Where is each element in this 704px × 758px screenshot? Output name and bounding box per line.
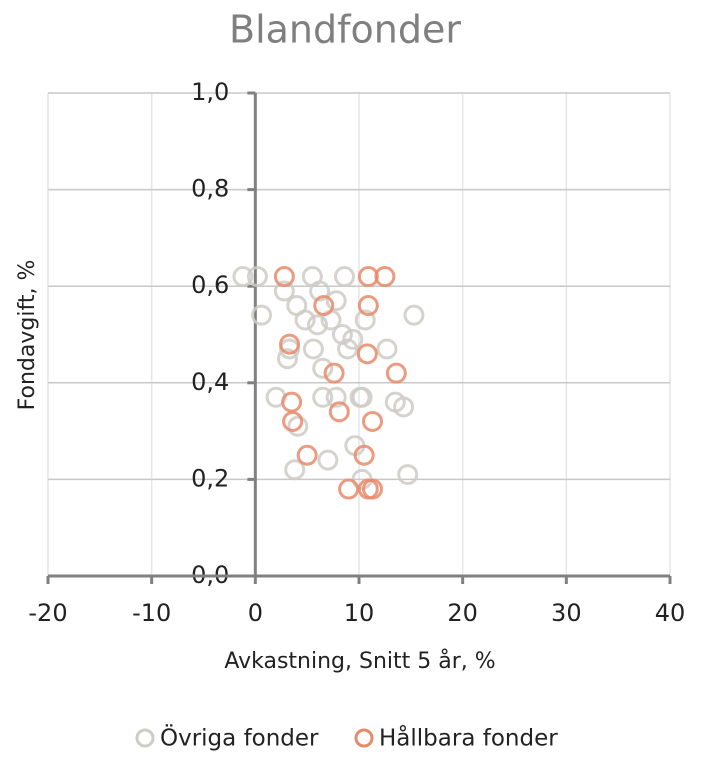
point	[296, 444, 318, 466]
y-tick-label: 0,2	[191, 464, 229, 492]
point	[349, 386, 371, 408]
point	[312, 386, 334, 408]
point	[282, 410, 304, 432]
y-tick-label: 0,8	[191, 175, 229, 203]
point	[357, 295, 379, 317]
x-tick-label: 40	[655, 599, 686, 627]
point	[307, 314, 329, 336]
point	[273, 280, 295, 302]
point	[325, 386, 347, 408]
x-tick-label: 20	[447, 599, 478, 627]
legend-label: Hållbara fonder	[379, 724, 558, 752]
x-tick-label: -10	[132, 599, 171, 627]
point	[385, 362, 407, 384]
point	[251, 304, 273, 326]
x-tick-label: 30	[551, 599, 582, 627]
chart-title: Blandfonder	[229, 8, 461, 52]
point	[312, 357, 334, 379]
point	[328, 401, 350, 423]
point	[361, 478, 383, 500]
y-tick-label: 0,4	[191, 368, 229, 396]
legend-marker	[354, 728, 374, 748]
legend-label: Övriga fonder	[160, 724, 319, 752]
point	[376, 338, 398, 360]
x-tick-label: -20	[28, 599, 67, 627]
x-tick-label: 10	[344, 599, 375, 627]
point	[323, 362, 345, 384]
point	[279, 333, 301, 355]
point	[287, 415, 309, 437]
point	[302, 338, 324, 360]
point	[393, 396, 415, 418]
point	[317, 449, 339, 471]
legend-marker	[135, 728, 155, 748]
point	[313, 295, 335, 317]
point	[356, 343, 378, 365]
point	[361, 410, 383, 432]
point	[284, 459, 306, 481]
point	[403, 304, 425, 326]
y-tick-label: 1,0	[191, 78, 229, 106]
point	[325, 290, 347, 312]
point	[374, 266, 396, 288]
point	[338, 478, 360, 500]
point	[354, 309, 376, 331]
x-axis-label: Avkastning, Snitt 5 år, %	[224, 648, 495, 674]
x-tick-label: 0	[248, 599, 263, 627]
point	[273, 266, 295, 288]
point	[397, 464, 419, 486]
point	[353, 444, 375, 466]
point	[294, 309, 316, 331]
y-axis-label: Fondavgift, %	[15, 260, 40, 411]
y-tick-label: 0,6	[191, 271, 229, 299]
point	[246, 266, 268, 288]
point	[337, 338, 359, 360]
point	[276, 348, 298, 370]
point	[309, 280, 331, 302]
point	[232, 266, 254, 288]
point	[333, 266, 355, 288]
